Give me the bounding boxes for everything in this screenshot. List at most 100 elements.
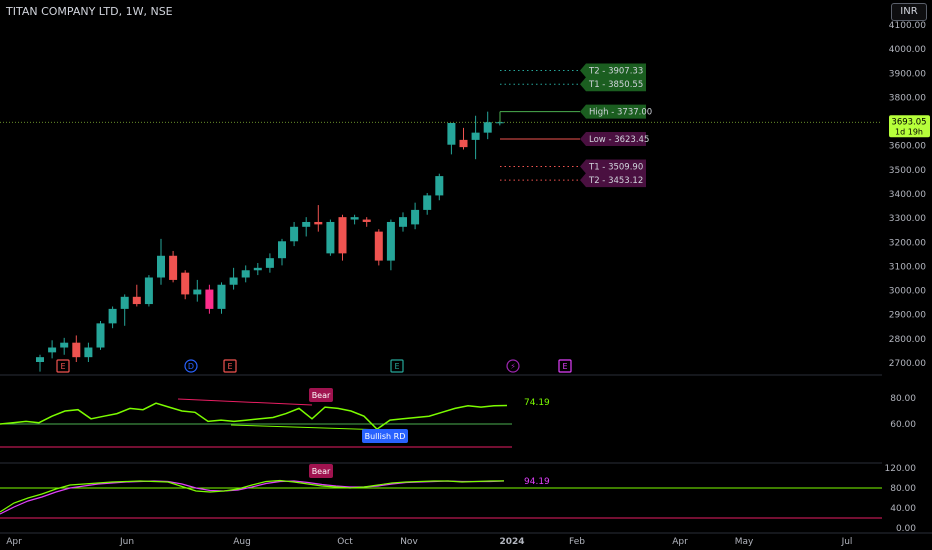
chart-title: TITAN COMPANY LTD, 1W, NSE <box>6 5 173 18</box>
level-label: T2 - 3453.12 <box>588 176 643 186</box>
candle-body <box>495 122 504 124</box>
stoch-tick: 80.00 <box>890 484 916 494</box>
time-axis[interactable]: Apr Jun Aug Oct Nov 2024 Feb Apr May Jul <box>6 537 852 547</box>
stoch-k-line <box>0 479 505 513</box>
level-tag <box>580 104 646 119</box>
price-tick: 3800.00 <box>889 93 926 103</box>
event-marker <box>184 359 198 373</box>
event-marker <box>390 359 404 373</box>
current-price-tag <box>889 115 930 138</box>
price-tick: 3900.00 <box>889 69 926 79</box>
candle-body <box>314 221 323 225</box>
level-tag <box>580 77 646 92</box>
level-tag <box>580 173 646 188</box>
price-tick: 3600.00 <box>889 142 926 152</box>
candle-body <box>338 217 347 254</box>
price-tick: 3200.00 <box>889 238 926 248</box>
level-tag <box>580 132 646 147</box>
time-label: May <box>735 537 754 547</box>
time-label: Jul <box>841 537 853 547</box>
time-label: 2024 <box>499 537 524 547</box>
candle-body <box>447 122 456 145</box>
level-label: T1 - 3850.55 <box>588 80 643 90</box>
candle-body <box>193 289 202 295</box>
candle-body <box>253 267 262 271</box>
event-label: E <box>60 362 65 371</box>
candles <box>36 111 504 372</box>
grid <box>0 121 932 534</box>
candle-body <box>217 284 226 309</box>
current-price-countdown: 1d 19h <box>895 127 923 136</box>
candle-body <box>120 296 129 309</box>
candle-body <box>108 308 117 324</box>
candle-body <box>181 272 190 295</box>
time-label: Apr <box>6 537 22 547</box>
price-tick: 3000.00 <box>889 287 926 297</box>
event-marker <box>558 359 572 373</box>
candle-body <box>132 296 141 305</box>
level-label: T2 - 3907.33 <box>588 67 643 77</box>
time-label: Jun <box>119 537 134 547</box>
bullish-rd-box <box>362 429 408 443</box>
candle-body <box>483 122 492 133</box>
price-tick: 2800.00 <box>889 335 926 345</box>
level-tag <box>580 63 646 78</box>
stoch-tick: 40.00 <box>890 504 916 514</box>
candle-body <box>362 219 371 222</box>
bear-divergence-line <box>177 398 313 406</box>
event-label: D <box>188 362 194 371</box>
price-tick: 3100.00 <box>889 262 926 272</box>
candle-body <box>302 221 311 227</box>
candle-body <box>205 289 214 309</box>
price-tick: 4000.00 <box>889 45 926 55</box>
candle-body <box>48 347 57 353</box>
event-label: E <box>562 362 567 371</box>
candle-body <box>374 231 383 261</box>
candle-body <box>278 241 286 259</box>
candle-body <box>84 347 93 358</box>
stoch-value: 94.19 <box>524 477 550 487</box>
price-tick: 3300.00 <box>889 214 926 224</box>
candle-body <box>326 221 335 254</box>
event-label: E <box>227 362 232 371</box>
candle-body <box>96 323 105 348</box>
time-label: Aug <box>233 537 251 547</box>
candle-body <box>169 255 178 280</box>
level-label: Low - 3623.45 <box>589 135 649 145</box>
rsi-pane: 80.00 60.00 Bear Bullish RD 74.19 <box>0 388 916 448</box>
candle-body <box>157 255 165 278</box>
price-tick: 3500.00 <box>889 166 926 176</box>
stoch-tick: 0.00 <box>896 524 916 534</box>
bullish-rd-label: Bullish RD <box>365 432 406 441</box>
time-label: Feb <box>569 537 585 547</box>
event-label: E <box>394 362 399 371</box>
events-row: E D E E ⚡ E <box>56 359 572 373</box>
event-marker <box>506 359 520 373</box>
candle-body <box>350 217 359 220</box>
candle-body <box>241 270 250 278</box>
price-axis[interactable]: 4100.004000.003900.003800.003700.003600.… <box>889 21 930 369</box>
currency-button[interactable]: INR <box>891 3 927 21</box>
candle-body <box>386 221 395 261</box>
time-label: Apr <box>672 537 688 547</box>
stoch-pane: 120.00 80.00 40.00 0.00 Bear 94.19 <box>0 464 916 534</box>
level-label: T1 - 3509.90 <box>588 162 643 172</box>
stoch-d-line <box>0 480 505 515</box>
candle-body <box>60 342 69 348</box>
price-tick: 4100.00 <box>889 21 926 31</box>
current-price-value: 3693.05 <box>891 117 926 127</box>
candle-body <box>399 217 407 227</box>
time-label: Nov <box>400 537 418 547</box>
candle-body <box>144 277 153 305</box>
event-marker <box>56 359 70 373</box>
price-levels: T2 - 3907.33 T1 - 3850.55 High - 3737.00 Lo… <box>499 63 652 188</box>
price-tick: 2700.00 <box>889 359 926 369</box>
level-label: High - 3737.00 <box>589 108 652 118</box>
bear-label: Bear <box>312 391 331 400</box>
event-label: ⚡ <box>510 362 516 371</box>
candle-body <box>423 195 432 210</box>
candle-body <box>459 139 468 148</box>
candle-body <box>435 176 444 196</box>
candle-body <box>36 357 44 362</box>
